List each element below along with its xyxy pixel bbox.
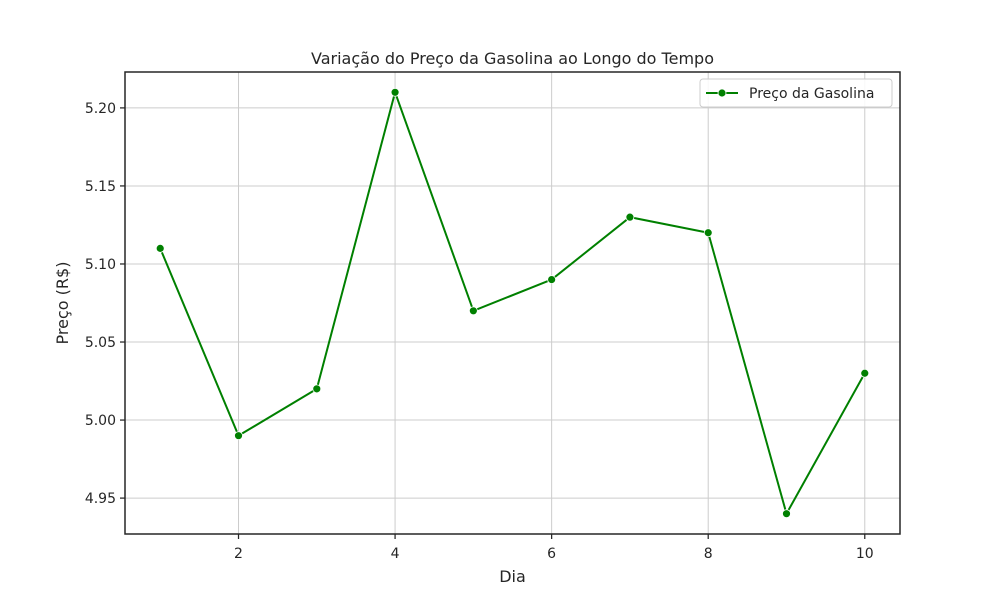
series-line bbox=[159, 91, 866, 515]
data-point bbox=[860, 368, 870, 378]
x-tick-label: 2 bbox=[234, 546, 243, 562]
data-point bbox=[155, 243, 165, 253]
y-axis-label: Preço (R$) bbox=[53, 262, 72, 345]
data-point bbox=[782, 509, 791, 519]
data-point bbox=[312, 384, 322, 394]
y-tick-label: 5.00 bbox=[85, 413, 116, 429]
y-tick-label: 5.05 bbox=[85, 335, 116, 351]
y-axis: 4.95 5.00 5.05 5.10 5.15 5.20 bbox=[85, 101, 125, 507]
data-point bbox=[234, 431, 243, 441]
x-tick-label: 8 bbox=[704, 546, 713, 562]
x-axis: 2 4 6 8 10 bbox=[234, 534, 874, 562]
plot-frame bbox=[124, 71, 901, 535]
series-layer bbox=[155, 87, 870, 519]
x-tick-label: 4 bbox=[391, 546, 400, 562]
y-tick-label: 5.20 bbox=[85, 101, 116, 117]
legend-label: Preço da Gasolina bbox=[749, 86, 874, 102]
chart-title: Variação do Preço da Gasolina ao Longo d… bbox=[311, 49, 714, 68]
data-point bbox=[625, 212, 635, 222]
data-point bbox=[703, 228, 713, 238]
legend-box bbox=[699, 78, 893, 108]
y-tick-label: 5.15 bbox=[85, 179, 116, 195]
x-tick-label: 10 bbox=[856, 546, 874, 562]
legend: Preço da Gasolina bbox=[699, 78, 893, 108]
x-axis-label: Dia bbox=[499, 567, 526, 586]
grid bbox=[125, 72, 900, 534]
y-tick-label: 4.95 bbox=[85, 491, 116, 507]
data-point bbox=[390, 87, 400, 97]
legend-marker-swatch bbox=[717, 88, 727, 98]
y-tick-label: 5.10 bbox=[85, 257, 116, 273]
x-tick-label: 6 bbox=[547, 546, 556, 562]
data-point bbox=[468, 306, 478, 316]
data-point bbox=[547, 275, 557, 284]
